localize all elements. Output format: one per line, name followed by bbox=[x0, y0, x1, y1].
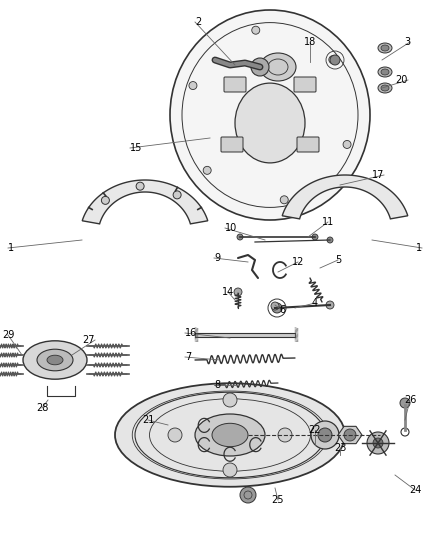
Circle shape bbox=[270, 302, 279, 310]
Text: 28: 28 bbox=[36, 403, 48, 413]
Circle shape bbox=[310, 421, 338, 449]
Circle shape bbox=[136, 182, 144, 190]
Text: 26: 26 bbox=[403, 395, 415, 405]
Circle shape bbox=[329, 55, 339, 65]
Circle shape bbox=[251, 58, 268, 76]
Text: 24: 24 bbox=[408, 485, 420, 495]
Text: 20: 20 bbox=[395, 75, 407, 85]
Circle shape bbox=[272, 303, 281, 313]
Circle shape bbox=[279, 196, 288, 204]
Circle shape bbox=[237, 234, 243, 240]
Text: 3: 3 bbox=[403, 37, 409, 47]
Ellipse shape bbox=[234, 83, 304, 163]
Circle shape bbox=[342, 141, 350, 149]
Text: 9: 9 bbox=[213, 253, 219, 263]
Text: 1: 1 bbox=[415, 243, 421, 253]
Circle shape bbox=[173, 191, 181, 199]
Circle shape bbox=[328, 55, 336, 63]
Text: 1: 1 bbox=[8, 243, 14, 253]
Ellipse shape bbox=[115, 383, 344, 487]
Circle shape bbox=[366, 432, 388, 454]
Circle shape bbox=[399, 398, 409, 408]
Ellipse shape bbox=[380, 69, 388, 75]
Circle shape bbox=[326, 237, 332, 243]
Polygon shape bbox=[194, 333, 294, 337]
Text: 23: 23 bbox=[333, 443, 346, 453]
Circle shape bbox=[223, 393, 237, 407]
Circle shape bbox=[251, 26, 259, 34]
Text: 18: 18 bbox=[303, 37, 315, 47]
Text: 22: 22 bbox=[308, 425, 321, 435]
Ellipse shape bbox=[47, 355, 63, 365]
Ellipse shape bbox=[377, 83, 391, 93]
Text: 15: 15 bbox=[130, 143, 142, 153]
Text: 16: 16 bbox=[184, 328, 197, 338]
Circle shape bbox=[317, 428, 331, 442]
Ellipse shape bbox=[380, 45, 388, 51]
Ellipse shape bbox=[23, 341, 87, 379]
Ellipse shape bbox=[170, 10, 369, 220]
Text: 10: 10 bbox=[225, 223, 237, 233]
Circle shape bbox=[240, 487, 255, 503]
FancyBboxPatch shape bbox=[223, 77, 245, 92]
Ellipse shape bbox=[377, 67, 391, 77]
Circle shape bbox=[233, 288, 241, 296]
Text: 11: 11 bbox=[321, 217, 333, 227]
Text: 27: 27 bbox=[82, 335, 95, 345]
Text: 12: 12 bbox=[291, 257, 304, 267]
Polygon shape bbox=[337, 426, 361, 443]
Text: 29: 29 bbox=[2, 330, 14, 340]
Circle shape bbox=[311, 234, 317, 240]
Text: 17: 17 bbox=[371, 170, 383, 180]
Ellipse shape bbox=[194, 414, 265, 456]
Circle shape bbox=[325, 301, 333, 309]
Text: 8: 8 bbox=[213, 380, 219, 390]
Ellipse shape bbox=[37, 349, 73, 371]
Polygon shape bbox=[282, 175, 407, 219]
Circle shape bbox=[372, 438, 382, 448]
Circle shape bbox=[277, 428, 291, 442]
Ellipse shape bbox=[377, 43, 391, 53]
Circle shape bbox=[223, 463, 237, 477]
Polygon shape bbox=[82, 180, 207, 224]
Circle shape bbox=[203, 166, 211, 174]
Circle shape bbox=[343, 429, 355, 441]
Circle shape bbox=[168, 428, 182, 442]
Circle shape bbox=[101, 196, 109, 204]
FancyBboxPatch shape bbox=[220, 137, 243, 152]
Ellipse shape bbox=[380, 85, 388, 91]
Text: 25: 25 bbox=[271, 495, 283, 505]
Text: 7: 7 bbox=[184, 352, 191, 362]
Text: 2: 2 bbox=[194, 17, 201, 27]
Ellipse shape bbox=[212, 423, 247, 447]
FancyBboxPatch shape bbox=[293, 77, 315, 92]
Text: 21: 21 bbox=[141, 415, 154, 425]
Ellipse shape bbox=[259, 53, 295, 81]
Text: 4: 4 bbox=[311, 298, 318, 308]
FancyBboxPatch shape bbox=[297, 137, 318, 152]
Text: 14: 14 bbox=[221, 287, 233, 297]
Circle shape bbox=[188, 82, 197, 90]
Text: 6: 6 bbox=[278, 305, 284, 315]
Text: 5: 5 bbox=[334, 255, 340, 265]
